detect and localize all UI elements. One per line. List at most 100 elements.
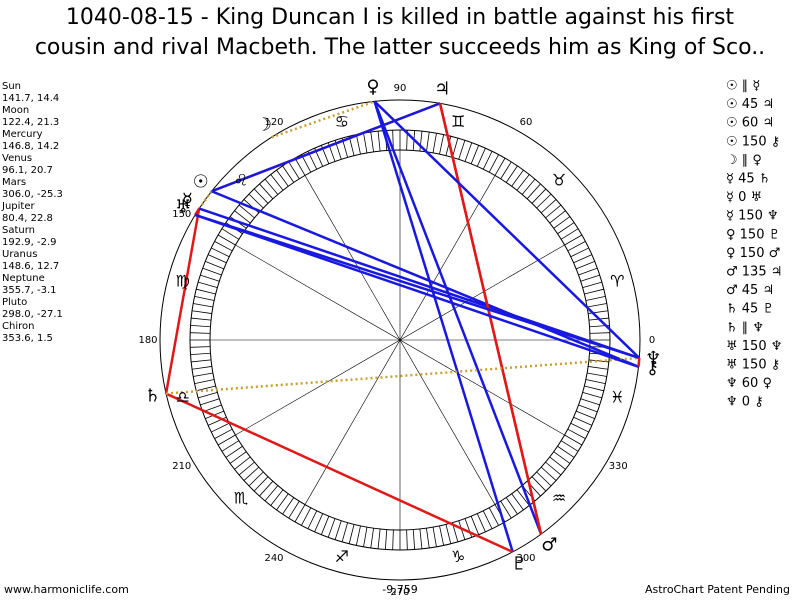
- ring-tick: [191, 310, 212, 314]
- sign-glyph: ♎: [175, 388, 189, 407]
- ring-tick: [432, 133, 437, 153]
- ring-tick: [327, 518, 336, 538]
- ring-tick: [301, 507, 312, 526]
- ring-tick: [531, 188, 547, 204]
- spokes: [210, 150, 590, 530]
- ring-tick: [196, 385, 216, 392]
- ring-tick: [348, 136, 355, 156]
- ring-tick: [582, 391, 602, 399]
- ring-tick: [288, 500, 300, 519]
- ring-tick: [549, 210, 566, 224]
- sign-glyph: ♉: [552, 170, 566, 189]
- ring-tick: [341, 522, 349, 542]
- sign-glyph: ♊: [451, 112, 465, 131]
- ring-tick: [264, 178, 279, 195]
- aspect-entry: ♂ 45 ♃: [726, 283, 774, 298]
- ring-tick: [464, 518, 473, 538]
- ring-tick: [578, 404, 598, 413]
- ring-tick: [370, 131, 374, 152]
- degree-label: 180: [138, 335, 157, 346]
- ring-tick: [488, 507, 499, 526]
- ring-tick: [196, 288, 216, 295]
- ring-tick: [482, 510, 493, 529]
- planet-glyph: ☽: [256, 115, 272, 136]
- aspect-entry: ♄ ∥ ♆: [726, 320, 764, 335]
- ring-tick: [214, 428, 233, 439]
- ring-tick: [464, 142, 473, 162]
- ring-tick: [560, 228, 579, 240]
- ring-tick: [511, 493, 524, 511]
- ring-tick: [570, 422, 589, 433]
- ring-tick: [238, 204, 255, 219]
- aspect-entry: ♄ 45 ♇: [726, 302, 774, 317]
- ring-tick: [439, 134, 445, 155]
- ring-tick: [439, 525, 445, 546]
- ring-tick: [500, 500, 512, 519]
- ring-tick: [238, 461, 255, 476]
- planet-coords: 355.7, -3.1: [2, 285, 57, 296]
- planet-name: Pluto: [2, 297, 27, 308]
- ring-tick: [406, 529, 408, 550]
- title-line: cousin and rival Macbeth. The latter suc…: [35, 35, 765, 60]
- ring-tick: [587, 303, 607, 308]
- degree-label: 60: [520, 117, 533, 128]
- aspect-entry: ♆ 0 ⚷: [726, 395, 764, 410]
- planet-name: Mars: [2, 177, 26, 188]
- ring-tick: [248, 471, 264, 487]
- ring-tick: [377, 528, 381, 549]
- sign-glyph: ♓: [610, 388, 624, 407]
- planet-name: Jupiter: [1, 201, 35, 212]
- ring-tick: [564, 234, 583, 246]
- planet-glyph: ♀: [366, 76, 379, 97]
- ring-tick: [253, 476, 269, 492]
- ring-tick: [580, 274, 600, 282]
- degree-label: 120: [264, 117, 283, 128]
- ring-tick: [234, 456, 251, 470]
- ring-tick: [194, 379, 215, 385]
- planet-glyph: ♆: [645, 348, 661, 369]
- planet-name: Mercury: [2, 129, 43, 140]
- ring-tick: [516, 489, 530, 506]
- ring-tick: [545, 204, 562, 219]
- aspect-entry: ☽ ∥ ♀: [726, 153, 762, 168]
- aspect-entry: ☉ 60 ♃: [726, 116, 774, 131]
- ring-tick: [511, 169, 524, 187]
- ring-tick: [560, 440, 579, 452]
- planet-glyphs: ☉ ☽ ☿ ♀ ♂ ♃ ♄ ♅ ♆ ♇ ⚷: [144, 76, 661, 574]
- aspect-line: [373, 100, 514, 553]
- ring-tick: [576, 260, 595, 270]
- ring-tick: [588, 366, 609, 370]
- planet-coords: 80.4, 22.8: [2, 213, 53, 224]
- sign-glyph: ♌: [234, 170, 248, 189]
- ring-tick: [198, 391, 218, 399]
- aspect-entry: ♂ 135 ♃: [726, 265, 782, 280]
- ring-tick: [549, 456, 566, 470]
- ring-tick: [200, 398, 220, 406]
- ring-tick: [392, 529, 394, 550]
- aspect-line: [438, 103, 543, 535]
- ring-tick: [207, 416, 227, 426]
- aspect-entry: ☿ 45 ♄: [726, 172, 770, 187]
- aspect-line: [198, 190, 213, 210]
- aspect-line: [194, 213, 640, 360]
- aspect-entry: ☉ ∥ ☿: [726, 79, 760, 94]
- aspect-line: [211, 102, 441, 193]
- aspect-line: [164, 208, 201, 394]
- degree-label: 0: [649, 335, 655, 346]
- ring-tick: [190, 332, 211, 334]
- ring-tick: [282, 497, 295, 515]
- ring-tick: [584, 288, 604, 295]
- ring-tick: [458, 140, 466, 160]
- planet-glyph: ♅: [175, 197, 191, 218]
- planet-coords: 122.4, 21.3: [2, 117, 59, 128]
- ring-tick: [207, 254, 227, 264]
- ring-tick: [193, 372, 213, 377]
- planet-coords: 96.1, 20.7: [2, 165, 53, 176]
- ring-tick: [270, 489, 284, 506]
- footer-left: www.harmoniclife.com: [4, 583, 129, 596]
- aspect-line: [165, 356, 640, 395]
- ring-tick: [194, 295, 215, 301]
- sign-glyph: ♏: [234, 489, 248, 508]
- ring-tick: [211, 247, 230, 258]
